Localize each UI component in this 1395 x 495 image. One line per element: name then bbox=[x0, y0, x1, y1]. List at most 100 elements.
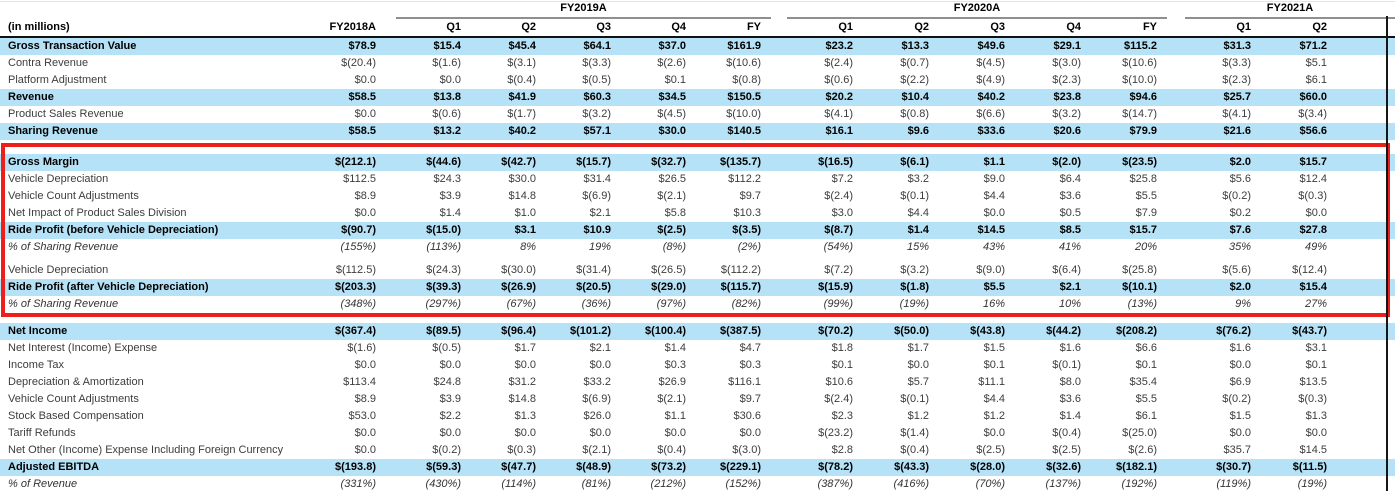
column-gap bbox=[1167, 188, 1185, 205]
value-cell: $(208.2) bbox=[1091, 323, 1167, 340]
value-cell: (113%) bbox=[426, 241, 461, 253]
value-cell: $(9.0) bbox=[976, 264, 1005, 276]
group-label-fy2021a: FY2021A bbox=[1185, 0, 1395, 19]
value-cell: $15.4 bbox=[1261, 279, 1337, 296]
value-cell: $1.4 bbox=[439, 207, 461, 219]
value-cell: $1.5 bbox=[1229, 410, 1251, 422]
column-gap bbox=[1167, 459, 1185, 476]
table-row: % of Revenue (331%) (430%) (114%) (81%) (212%… bbox=[0, 476, 1395, 493]
value-cell: $(0.1) bbox=[900, 190, 929, 202]
column-header: FY2018A bbox=[300, 18, 386, 38]
value-cell: (54%) bbox=[823, 241, 853, 253]
table-header: FY2019A FY2020A FY2021A (in millions) FY2018… bbox=[0, 0, 1395, 38]
value-cell: $(10.6) bbox=[1122, 57, 1157, 69]
column-gap bbox=[1167, 296, 1185, 313]
value-cell: $6.1 bbox=[1135, 410, 1157, 422]
column-gap bbox=[1167, 55, 1185, 72]
value-cell: $12.4 bbox=[1299, 173, 1327, 185]
column-gap bbox=[1167, 442, 1185, 459]
value-cell: $7.2 bbox=[831, 173, 853, 185]
value-cell: $8.5 bbox=[1015, 222, 1091, 239]
value-cell: $(3.3) bbox=[1222, 57, 1251, 69]
value-cell: $(15.7) bbox=[546, 154, 621, 171]
value-cell: $2.0 bbox=[1185, 154, 1261, 171]
value-cell: $(0.7) bbox=[900, 57, 929, 69]
value-cell: $0.0 bbox=[1229, 427, 1251, 439]
column-gap bbox=[771, 391, 787, 408]
value-cell: $(48.9) bbox=[546, 459, 621, 476]
value-cell: $(43.7) bbox=[1261, 323, 1337, 340]
column-gap bbox=[386, 459, 396, 476]
value-cell: $(3.1) bbox=[507, 57, 536, 69]
value-cell: $2.8 bbox=[831, 444, 853, 456]
value-cell: $(6.4) bbox=[1052, 264, 1081, 276]
column-header: Q3 bbox=[546, 18, 621, 38]
fiscal-year-group-row: FY2019A FY2020A FY2021A bbox=[0, 0, 1395, 19]
value-cell: $(31.4) bbox=[576, 264, 611, 276]
row-label: Sharing Revenue bbox=[0, 123, 300, 140]
value-cell: $4.7 bbox=[739, 342, 761, 354]
table-row: Net Impact of Product Sales Division $0.0… bbox=[0, 205, 1395, 222]
value-cell: $(229.1) bbox=[696, 459, 771, 476]
value-cell: $(0.3) bbox=[1298, 190, 1327, 202]
value-cell: $1.7 bbox=[514, 342, 536, 354]
value-cell: $35.4 bbox=[1129, 376, 1157, 388]
group-gap bbox=[771, 0, 787, 18]
column-gap bbox=[771, 222, 787, 239]
value-cell: 41% bbox=[1058, 241, 1081, 253]
value-cell: $(0.6) bbox=[824, 74, 853, 86]
value-cell: 15% bbox=[906, 241, 929, 253]
value-cell: $(3.3) bbox=[582, 57, 611, 69]
value-cell: $26.5 bbox=[658, 173, 686, 185]
value-cell: $(193.8) bbox=[300, 459, 386, 476]
row-label: Gross Transaction Value bbox=[0, 37, 300, 55]
right-pad bbox=[1337, 154, 1395, 171]
value-cell: $(11.5) bbox=[1261, 459, 1337, 476]
value-cell: $(20.5) bbox=[546, 279, 621, 296]
value-cell: $14.5 bbox=[939, 222, 1015, 239]
value-cell: $0.0 bbox=[354, 108, 376, 120]
value-cell: $(59.3) bbox=[396, 459, 471, 476]
column-gap bbox=[386, 279, 396, 296]
value-cell: $1.5 bbox=[983, 342, 1005, 354]
right-pad bbox=[1337, 18, 1395, 38]
value-cell: $0.1 bbox=[1305, 359, 1327, 371]
column-gap bbox=[1167, 408, 1185, 425]
value-cell: $(3.2) bbox=[582, 108, 611, 120]
value-cell: (99%) bbox=[823, 298, 853, 310]
table-row: Income Tax $0.0 $0.0 $0.0 $0.0 $0.3 $0.3 $0.1 $0… bbox=[0, 357, 1395, 374]
value-cell: (152%) bbox=[725, 478, 761, 490]
value-cell: $24.3 bbox=[433, 173, 461, 185]
value-cell: $(367.4) bbox=[300, 323, 386, 340]
value-cell: $(387.5) bbox=[696, 323, 771, 340]
value-cell: $(15.9) bbox=[787, 279, 863, 296]
column-gap bbox=[771, 123, 787, 140]
column-gap bbox=[771, 37, 787, 55]
value-cell: $0.3 bbox=[664, 359, 686, 371]
row-label: % of Sharing Revenue bbox=[8, 298, 119, 310]
value-cell: (212%) bbox=[650, 478, 686, 490]
column-header: FY bbox=[1091, 18, 1167, 38]
value-cell: $(29.0) bbox=[621, 279, 696, 296]
column-gap bbox=[771, 89, 787, 106]
value-cell: $0.0 bbox=[739, 427, 761, 439]
value-cell: $(2.1) bbox=[657, 190, 686, 202]
value-cell: (114%) bbox=[501, 478, 536, 490]
value-cell: $(0.5) bbox=[432, 342, 461, 354]
value-cell: $0.0 bbox=[354, 207, 376, 219]
value-cell: $5.8 bbox=[664, 207, 686, 219]
value-cell: $(43.8) bbox=[939, 323, 1015, 340]
value-cell: $1.2 bbox=[907, 410, 929, 422]
value-cell: $(2.6) bbox=[657, 57, 686, 69]
column-gap bbox=[386, 296, 396, 313]
column-gap bbox=[386, 357, 396, 374]
value-cell: $2.1 bbox=[589, 207, 611, 219]
value-cell: $(4.5) bbox=[976, 57, 1005, 69]
value-cell: $(0.4) bbox=[900, 444, 929, 456]
value-cell: $0.0 bbox=[354, 427, 376, 439]
value-cell: $3.0 bbox=[831, 207, 853, 219]
column-gap bbox=[1167, 222, 1185, 239]
column-gap bbox=[386, 205, 396, 222]
value-cell: $0.2 bbox=[1229, 207, 1251, 219]
